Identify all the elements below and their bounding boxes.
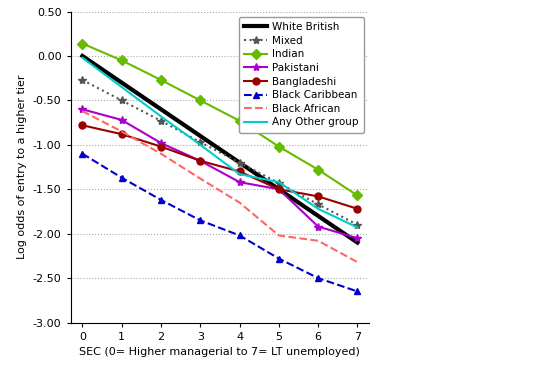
Black African [118, 129, 125, 134]
Pakistani [276, 187, 282, 192]
White British [79, 54, 86, 58]
Bangladeshi [118, 132, 125, 136]
Any Other group [315, 207, 321, 211]
Pakistani [197, 159, 204, 163]
Y-axis label: Log odds of entry to a higher tier: Log odds of entry to a higher tier [17, 75, 27, 259]
Black Caribbean [315, 276, 321, 280]
Indian [354, 193, 361, 198]
Any Other group [236, 172, 243, 177]
White British [197, 134, 204, 138]
Indian [197, 98, 204, 103]
Black African [315, 238, 321, 243]
White British [276, 187, 282, 192]
Mixed [315, 202, 321, 207]
Line: Black African: Black African [83, 111, 357, 262]
Mixed [157, 119, 164, 123]
Bangladeshi [315, 194, 321, 199]
Line: Indian: Indian [79, 40, 361, 199]
Black African [354, 260, 361, 265]
Mixed [276, 181, 282, 185]
Bangladeshi [354, 207, 361, 211]
Indian [276, 144, 282, 149]
Pakistani [236, 180, 243, 184]
Pakistani [157, 141, 164, 146]
White British [157, 107, 164, 112]
White British [236, 160, 243, 165]
Black Caribbean [197, 218, 204, 223]
Black Caribbean [236, 233, 243, 238]
Any Other group [157, 114, 164, 119]
Indian [118, 58, 125, 63]
Line: Mixed: Mixed [78, 76, 362, 229]
Mixed [236, 160, 243, 165]
Black Caribbean [118, 175, 125, 180]
Black African [197, 176, 204, 181]
Any Other group [118, 85, 125, 89]
White British [354, 240, 361, 245]
Indian [315, 167, 321, 172]
Mixed [354, 222, 361, 227]
Indian [236, 119, 243, 123]
White British [118, 80, 125, 85]
Pakistani [79, 107, 86, 112]
Any Other group [354, 225, 361, 230]
Line: Black Caribbean: Black Caribbean [79, 150, 361, 295]
Black Caribbean [354, 289, 361, 294]
Any Other group [276, 180, 282, 184]
Mixed [79, 78, 86, 82]
Indian [79, 41, 86, 46]
Line: Bangladeshi: Bangladeshi [79, 122, 361, 212]
Bangladeshi [197, 159, 204, 163]
Bangladeshi [276, 187, 282, 192]
Any Other group [197, 142, 204, 147]
Indian [157, 78, 164, 82]
White British [315, 214, 321, 218]
Black African [276, 233, 282, 238]
Line: Pakistani: Pakistani [78, 105, 362, 242]
Bangladeshi [157, 144, 164, 149]
Black Caribbean [79, 151, 86, 156]
Black Caribbean [276, 256, 282, 261]
Line: Any Other group: Any Other group [83, 58, 357, 227]
Black African [157, 151, 164, 156]
Bangladeshi [236, 169, 243, 174]
Mixed [118, 98, 125, 103]
Pakistani [118, 118, 125, 122]
Legend: White British, Mixed, Indian, Pakistani, Bangladeshi, Black Caribbean, Black Afr: White British, Mixed, Indian, Pakistani,… [239, 17, 364, 132]
Pakistani [354, 236, 361, 240]
Bangladeshi [79, 123, 86, 127]
Any Other group [79, 55, 86, 60]
X-axis label: SEC (0= Higher managerial to 7= LT unemployed): SEC (0= Higher managerial to 7= LT unemp… [79, 347, 361, 357]
Pakistani [315, 224, 321, 229]
Line: White British: White British [83, 56, 357, 243]
Black Caribbean [157, 198, 164, 202]
Mixed [197, 140, 204, 144]
Black African [79, 109, 86, 113]
Black African [236, 200, 243, 205]
